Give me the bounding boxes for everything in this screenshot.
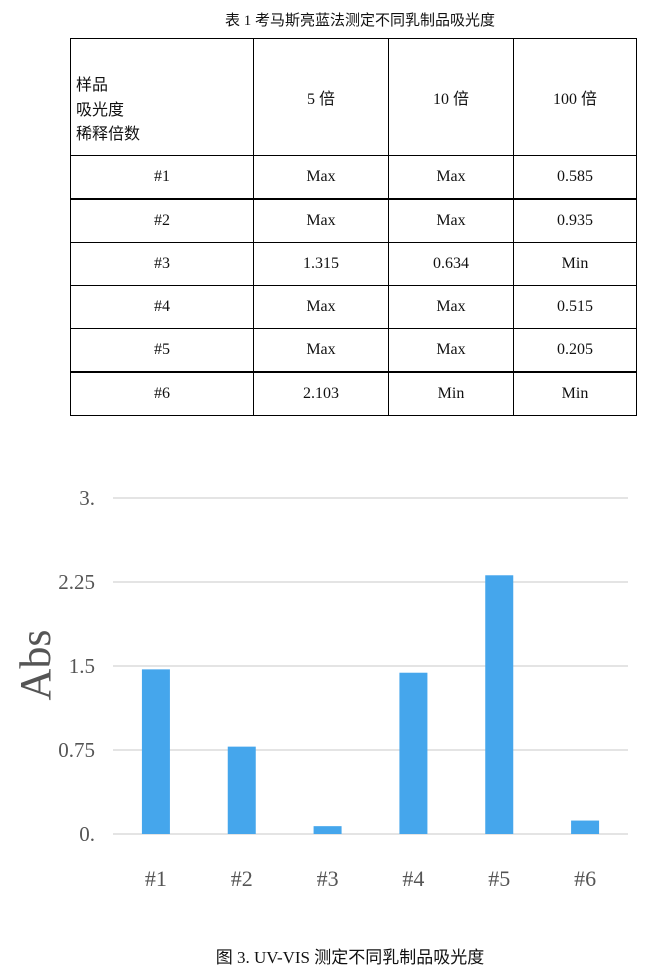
table-row: #5 Max Max 0.205 [70,328,637,373]
x-tick-label: #3 [317,866,339,891]
sample-cell: #1 [70,155,254,200]
value-cell: 1.315 [253,242,389,286]
value-cell: Max [253,155,389,200]
bar-sample-3 [313,826,342,834]
sample-cell: #6 [70,371,254,416]
y-tick-label: 2.25 [58,570,95,594]
column-header-100x: 100 倍 [513,38,637,156]
table-row: #1 Max Max 0.585 [70,155,637,200]
y-tick-label: 3. [79,486,95,510]
column-header-5x: 5 倍 [253,38,389,156]
value-cell: 2.103 [253,371,389,416]
y-axis-label: Abs [11,630,60,701]
value-cell: Max [388,285,514,329]
x-tick-label: #2 [231,866,253,891]
sample-cell: #4 [70,285,254,329]
value-cell: Max [388,198,514,243]
y-axis-ticks: 0. 0.75 1.5 2.25 3. [58,486,95,846]
value-cell: Min [388,371,514,416]
table-header-row: 样品 吸光度 稀释倍数 5 倍 10 倍 100 倍 [70,38,637,156]
x-tick-label: #4 [402,866,424,891]
table-caption: 表 1 考马斯亮蓝法测定不同乳制品吸光度 [224,13,495,29]
value-cell: Max [253,285,389,329]
x-tick-label: #5 [488,866,510,891]
corner-label-sample: 样品 [76,77,109,94]
x-tick-label: #1 [145,866,167,891]
x-axis-ticks: #1 #2 #3 #4 #5 #6 [145,866,596,891]
bar-sample-1 [141,669,170,834]
sample-cell: #3 [70,242,254,286]
gridlines [113,497,628,835]
table-corner-header: 样品 吸光度 稀释倍数 [70,38,254,156]
table-row: #3 1.315 0.634 Min [70,242,637,286]
value-cell: Min [513,242,637,286]
table-row: #2 Max Max 0.935 [70,198,637,243]
bar-sample-2 [227,746,256,834]
bars [141,575,600,834]
value-cell: Max [253,328,389,373]
corner-label-absorbance: 吸光度 [76,101,125,119]
value-cell: Min [513,371,637,416]
y-tick-label: 0.75 [58,738,95,762]
value-cell: Max [388,328,514,373]
value-cell: 0.634 [388,242,514,286]
table-row: #6 2.103 Min Min [70,371,637,416]
value-cell: 0.935 [513,198,637,243]
corner-label-dilution: 稀释倍数 [76,126,141,143]
value-cell: Max [253,198,389,243]
bar-sample-4 [399,672,428,834]
table-row: #4 Max Max 0.515 [70,285,637,329]
bar-sample-6 [571,820,600,834]
value-cell: Max [388,155,514,200]
column-header-10x: 10 倍 [388,38,514,156]
absorbance-table: 样品 吸光度 稀释倍数 5 倍 10 倍 100 倍 #1 Max Max 0.… [70,38,637,416]
y-tick-label: 1.5 [69,654,95,678]
y-tick-label: 0. [79,822,95,846]
figure-caption: 图 3. UV-VIS 测定不同乳制品吸光度 [215,948,485,967]
value-cell: 0.515 [513,285,637,329]
sample-cell: #5 [70,328,254,373]
absorbance-bar-chart: 0. 0.75 1.5 2.25 3. #1 #2 #3 #4 #5 #6 Abs [11,486,628,891]
sample-cell: #2 [70,198,254,243]
value-cell: 0.585 [513,155,637,200]
value-cell: 0.205 [513,328,637,373]
bar-sample-5 [485,575,514,834]
x-tick-label: #6 [574,866,596,891]
